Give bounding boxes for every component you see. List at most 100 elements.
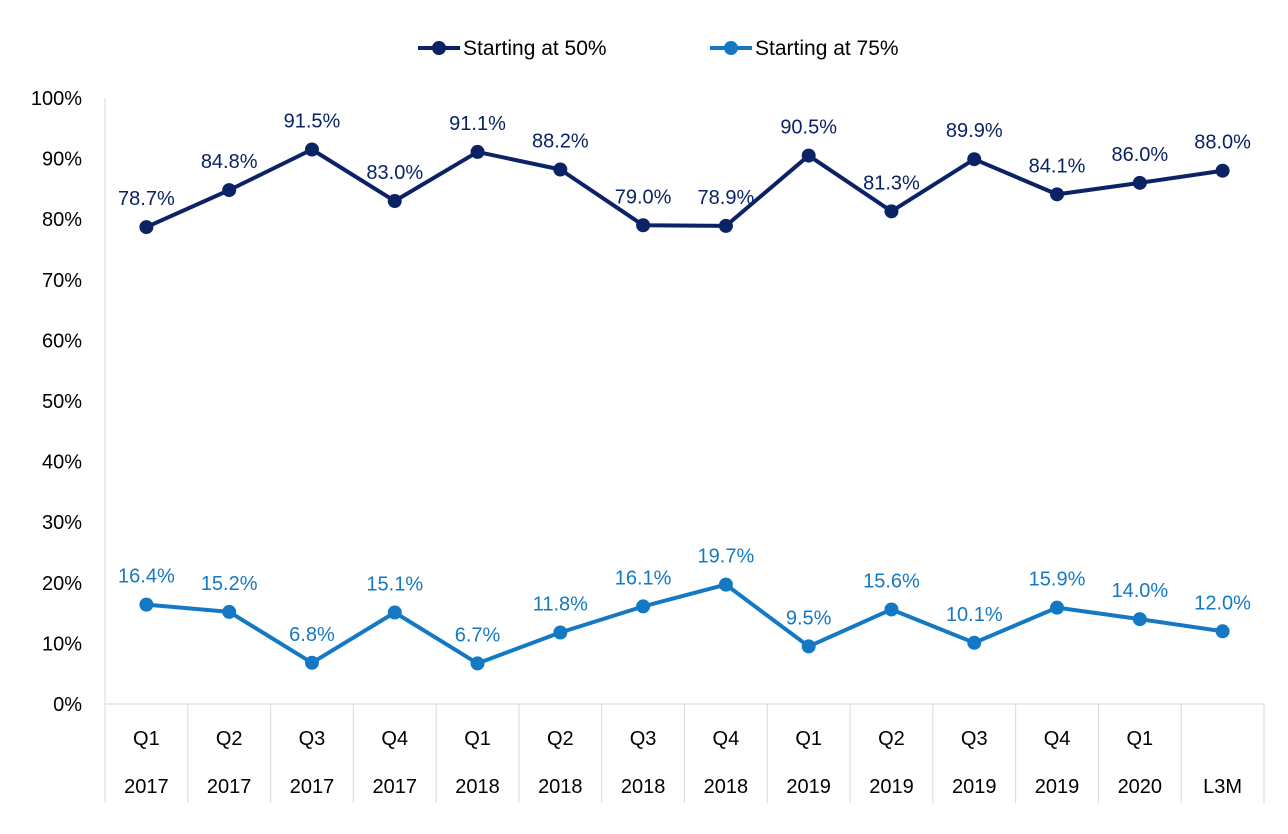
data-point xyxy=(1050,187,1065,202)
x-tick-label-quarter: Q2 xyxy=(216,728,243,750)
data-label: 78.7% xyxy=(118,188,175,210)
data-point xyxy=(553,625,568,640)
x-tick-label-year: 2017 xyxy=(373,776,418,798)
data-point xyxy=(801,639,816,654)
data-point xyxy=(1132,175,1147,190)
x-tick-label-year: L3M xyxy=(1203,776,1242,798)
x-tick-label-year: 2018 xyxy=(704,776,749,798)
x-tick-label-quarter: Q1 xyxy=(464,728,491,750)
data-point xyxy=(636,599,651,614)
data-point xyxy=(304,655,319,670)
data-label: 91.5% xyxy=(284,111,341,133)
data-point xyxy=(139,597,154,612)
x-tick-label-quarter: Q4 xyxy=(1044,728,1071,750)
data-label: 15.9% xyxy=(1029,569,1086,591)
data-point xyxy=(884,204,899,219)
x-tick-label-year: 2017 xyxy=(207,776,252,798)
data-point xyxy=(470,656,485,671)
data-point xyxy=(387,605,402,620)
x-tick-label-quarter: Q2 xyxy=(547,728,574,750)
x-tick-label-quarter: Q3 xyxy=(630,728,657,750)
data-label: 6.8% xyxy=(289,624,335,646)
x-tick-label-year: 2020 xyxy=(1118,776,1163,798)
data-point xyxy=(967,635,982,650)
data-point xyxy=(718,577,733,592)
data-label: 11.8% xyxy=(533,593,588,615)
data-point xyxy=(1215,163,1230,178)
y-tick-label: 80% xyxy=(42,209,82,231)
x-tick-label-quarter: Q4 xyxy=(381,728,408,750)
y-tick-label: 100% xyxy=(31,88,82,110)
data-point xyxy=(801,148,816,163)
data-label: 14.0% xyxy=(1111,580,1168,602)
x-tick-label-year: 2019 xyxy=(952,776,997,798)
data-point xyxy=(387,194,402,209)
x-tick-label-quarter: Q1 xyxy=(133,728,160,750)
data-point xyxy=(967,152,982,167)
data-label: 84.1% xyxy=(1029,155,1086,177)
y-tick-label: 40% xyxy=(42,452,82,474)
x-tick-label-quarter: Q3 xyxy=(961,728,988,750)
data-point xyxy=(1050,600,1065,615)
y-tick-label: 30% xyxy=(42,512,82,534)
data-label: 90.5% xyxy=(780,117,837,139)
data-label: 16.4% xyxy=(118,566,175,588)
data-label: 15.6% xyxy=(863,570,920,592)
y-tick-label: 0% xyxy=(53,694,82,716)
data-label: 15.1% xyxy=(366,573,423,595)
data-point xyxy=(222,604,237,619)
data-point xyxy=(304,142,319,157)
y-tick-label: 20% xyxy=(42,573,82,595)
y-tick-label: 90% xyxy=(42,149,82,171)
legend-marker xyxy=(432,41,446,55)
x-tick-label-year: 2017 xyxy=(290,776,335,798)
data-label: 84.8% xyxy=(201,151,258,173)
y-tick-label: 10% xyxy=(42,633,82,655)
data-label: 88.2% xyxy=(532,131,589,153)
x-tick-label-year: 2018 xyxy=(538,776,583,798)
x-tick-label-quarter: Q2 xyxy=(878,728,905,750)
data-point xyxy=(718,218,733,233)
data-label: 88.0% xyxy=(1194,132,1251,154)
data-point xyxy=(139,220,154,235)
y-tick-label: 50% xyxy=(42,391,82,413)
series-line xyxy=(145,147,1223,229)
x-tick-label-quarter: Q4 xyxy=(713,728,740,750)
data-point xyxy=(222,183,237,198)
data-label: 9.5% xyxy=(786,607,832,629)
legend-marker xyxy=(724,41,738,55)
y-tick-label: 70% xyxy=(42,270,82,292)
x-tick-label-year: 2017 xyxy=(124,776,169,798)
data-label: 89.9% xyxy=(946,120,1003,142)
data-label: 91.1% xyxy=(449,113,506,135)
data-label: 78.9% xyxy=(698,187,755,209)
data-label: 79.0% xyxy=(615,186,672,208)
data-label: 19.7% xyxy=(698,546,755,568)
data-point xyxy=(1132,612,1147,627)
data-label: 15.2% xyxy=(201,573,258,595)
x-tick-label-year: 2019 xyxy=(869,776,914,798)
data-label: 12.0% xyxy=(1194,592,1251,614)
data-label: 86.0% xyxy=(1111,144,1168,166)
x-tick-label-quarter: Q1 xyxy=(795,728,822,750)
x-tick-label-year: 2019 xyxy=(786,776,831,798)
legend-label: Starting at 50% xyxy=(463,37,607,60)
data-label: 16.1% xyxy=(615,567,672,589)
data-point xyxy=(636,218,651,233)
data-label: 10.1% xyxy=(946,604,1003,626)
data-point xyxy=(553,162,568,177)
data-point xyxy=(1215,624,1230,639)
data-label: 83.0% xyxy=(366,162,423,184)
x-tick-label-quarter: Q3 xyxy=(299,728,326,750)
x-tick-label-year: 2018 xyxy=(621,776,666,798)
series-line xyxy=(146,582,1223,666)
data-point xyxy=(470,144,485,159)
data-point xyxy=(884,602,899,617)
x-tick-label-quarter: Q1 xyxy=(1126,728,1153,750)
y-tick-label: 60% xyxy=(42,330,82,352)
legend-label: Starting at 75% xyxy=(755,37,899,60)
data-label: 6.7% xyxy=(455,624,501,646)
x-tick-label-year: 2018 xyxy=(455,776,500,798)
